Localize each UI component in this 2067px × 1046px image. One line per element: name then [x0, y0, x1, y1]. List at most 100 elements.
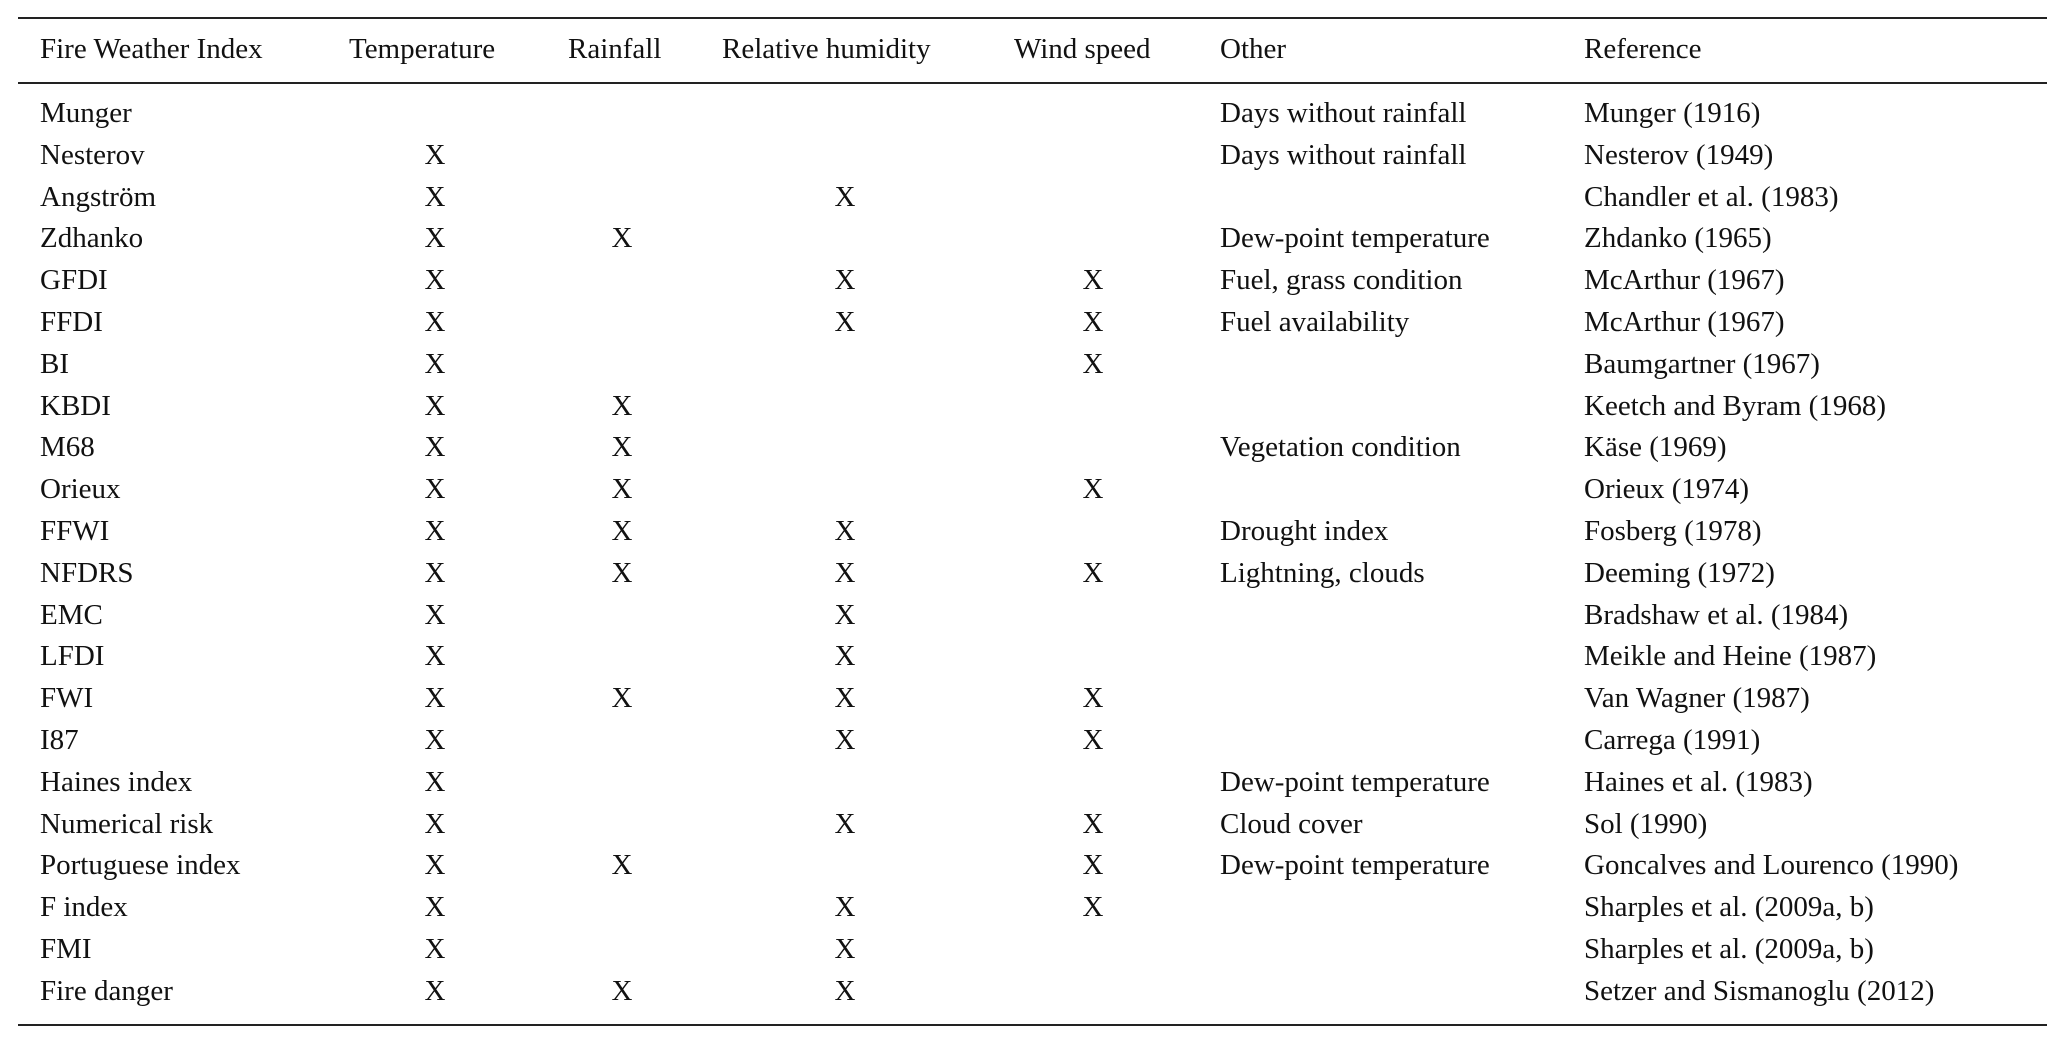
cell-other: Cloud cover — [1220, 807, 1363, 840]
cell-other: Fuel, grass condition — [1220, 264, 1463, 297]
x-mark-wind-speed: X — [1082, 347, 1104, 380]
cell-index: GFDI — [40, 264, 108, 297]
cell-reference: Haines et al. (1983) — [1584, 765, 1813, 798]
x-mark-relative-humidity: X — [834, 891, 856, 924]
column-header-wind-speed: Wind speed — [1014, 33, 1151, 65]
cell-reference: Goncalves and Lourenco (1990) — [1584, 849, 1959, 882]
x-mark-rainfall: X — [611, 431, 633, 464]
x-mark-wind-speed: X — [1082, 891, 1104, 924]
cell-index: Orieux — [40, 473, 121, 506]
x-mark-temperature: X — [424, 974, 446, 1007]
cell-index: Numerical risk — [40, 807, 214, 840]
column-header-temperature: Temperature — [349, 33, 496, 65]
cell-other: Drought index — [1220, 515, 1389, 547]
cell-reference: Bradshaw et al. (1984) — [1584, 598, 1849, 631]
x-mark-wind-speed: X — [1082, 264, 1104, 297]
x-mark-temperature: X — [424, 138, 446, 171]
x-mark-relative-humidity: X — [834, 180, 856, 213]
x-mark-temperature: X — [424, 431, 446, 464]
x-mark-wind-speed: X — [1082, 849, 1104, 882]
cell-index: Angström — [40, 180, 156, 213]
x-mark-temperature: X — [424, 598, 446, 631]
cell-index: BI — [40, 347, 69, 380]
cell-index: FFWI — [40, 515, 110, 547]
cell-index: Munger — [40, 97, 132, 129]
cell-other: Fuel availability — [1220, 306, 1410, 338]
cell-index: M68 — [40, 431, 95, 464]
cell-reference: Baumgartner (1967) — [1584, 347, 1820, 380]
x-mark-relative-humidity: X — [834, 807, 856, 840]
cell-index: Fire danger — [40, 974, 173, 1007]
cell-reference: Deeming (1972) — [1584, 556, 1775, 589]
column-header-index: Fire Weather Index — [40, 33, 263, 65]
cell-reference: Keetch and Byram (1968) — [1584, 389, 1886, 422]
column-header-rainfall: Rainfall — [568, 33, 662, 65]
x-mark-relative-humidity: X — [834, 306, 856, 338]
x-mark-temperature: X — [424, 556, 446, 589]
cell-index: NFDRS — [40, 556, 134, 589]
x-mark-relative-humidity: X — [834, 556, 856, 589]
cell-reference: Van Wagner (1987) — [1584, 682, 1810, 715]
cell-index: FMI — [40, 933, 92, 965]
cell-index: I87 — [40, 724, 79, 756]
x-mark-rainfall: X — [611, 682, 633, 715]
cell-other: Vegetation condition — [1220, 431, 1461, 464]
cell-index: LFDI — [40, 640, 105, 673]
x-mark-rainfall: X — [611, 473, 633, 506]
x-mark-temperature: X — [424, 933, 446, 965]
cell-other: Dew-point temperature — [1220, 765, 1490, 798]
x-mark-relative-humidity: X — [834, 264, 856, 297]
cell-index: Zdhanko — [40, 222, 144, 255]
x-mark-rainfall: X — [611, 849, 633, 882]
cell-index: Portuguese index — [40, 849, 241, 882]
cell-other: Days without rainfall — [1220, 97, 1467, 129]
x-mark-temperature: X — [424, 347, 446, 380]
cell-other: Days without rainfall — [1220, 138, 1467, 171]
x-mark-temperature: X — [424, 640, 446, 673]
cell-other: Dew-point temperature — [1220, 222, 1490, 255]
cell-index: Nesterov — [40, 138, 145, 171]
cell-index: F index — [40, 891, 128, 924]
x-mark-temperature: X — [424, 515, 446, 547]
x-mark-rainfall: X — [611, 222, 633, 255]
x-mark-temperature: X — [424, 473, 446, 506]
cell-index: EMC — [40, 598, 103, 631]
cell-reference: Chandler et al. (1983) — [1584, 180, 1839, 213]
cell-reference: McArthur (1967) — [1584, 264, 1785, 297]
x-mark-relative-humidity: X — [834, 724, 856, 756]
cell-reference: Fosberg (1978) — [1584, 515, 1762, 547]
cell-reference: Carrega (1991) — [1584, 724, 1761, 756]
bottom-rule — [18, 1024, 2047, 1026]
x-mark-wind-speed: X — [1082, 724, 1104, 756]
cell-reference: Sol (1990) — [1584, 807, 1708, 840]
x-mark-temperature: X — [424, 724, 446, 756]
x-mark-wind-speed: X — [1082, 556, 1104, 589]
x-mark-temperature: X — [424, 180, 446, 213]
x-mark-temperature: X — [424, 389, 446, 422]
x-mark-rainfall: X — [611, 389, 633, 422]
x-mark-rainfall: X — [611, 974, 633, 1007]
cell-other: Lightning, clouds — [1220, 556, 1425, 589]
cell-reference: Orieux (1974) — [1584, 473, 1750, 506]
cell-index: Haines index — [40, 765, 193, 798]
cell-reference: Sharples et al. (2009a, b) — [1584, 933, 1874, 965]
x-mark-wind-speed: X — [1082, 682, 1104, 715]
x-mark-temperature: X — [424, 807, 446, 840]
x-mark-temperature: X — [424, 306, 446, 338]
x-mark-temperature: X — [424, 891, 446, 924]
x-mark-rainfall: X — [611, 556, 633, 589]
cell-reference: Nesterov (1949) — [1584, 138, 1774, 171]
cell-index: KBDI — [40, 389, 111, 422]
x-mark-relative-humidity: X — [834, 682, 856, 715]
cell-index: FFDI — [40, 306, 103, 338]
cell-index: FWI — [40, 682, 94, 715]
x-mark-temperature: X — [424, 264, 446, 297]
x-mark-relative-humidity: X — [834, 515, 856, 547]
cell-other: Dew-point temperature — [1220, 849, 1490, 882]
x-mark-relative-humidity: X — [834, 933, 856, 965]
x-mark-temperature: X — [424, 765, 446, 798]
cell-reference: Meikle and Heine (1987) — [1584, 640, 1877, 673]
cell-reference: McArthur (1967) — [1584, 306, 1785, 338]
x-mark-wind-speed: X — [1082, 306, 1104, 338]
top-rule — [18, 17, 2047, 19]
